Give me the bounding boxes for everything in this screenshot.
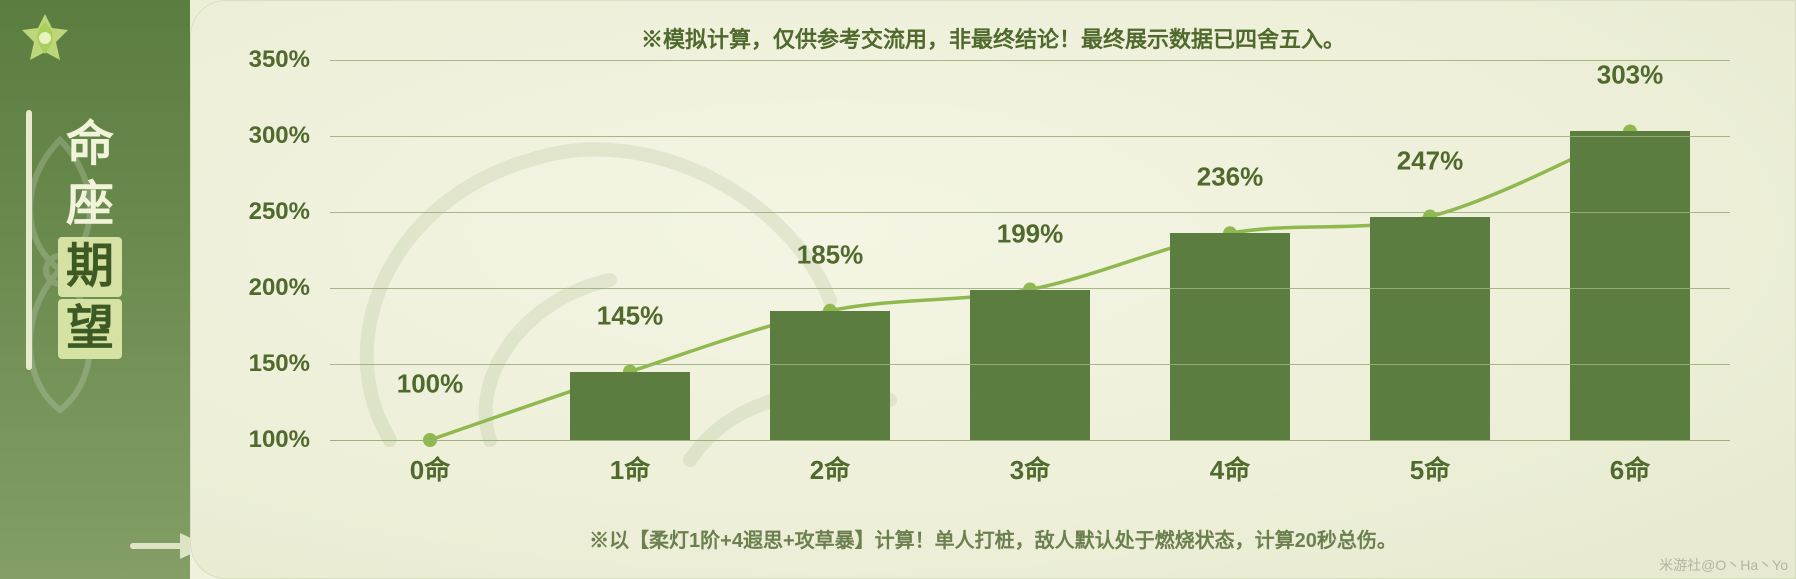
y-tick-label: 350% — [210, 46, 310, 74]
bar-value-label: 185% — [750, 240, 910, 271]
x-category-label: 3命 — [950, 450, 1110, 487]
bar-value-label: 145% — [550, 300, 710, 331]
x-axis-line — [330, 440, 1730, 441]
side-title-char-0: 命 — [60, 115, 120, 175]
watermark: 米游社@O丶Ha丶Yo — [1659, 555, 1788, 575]
side-title-char-1: 座 — [60, 175, 120, 235]
bar — [570, 372, 690, 440]
x-category-label: 1命 — [550, 450, 710, 487]
side-title: 命 座 期 望 — [60, 115, 120, 361]
x-category-label: 4命 — [1150, 450, 1310, 487]
x-category-label: 5命 — [1350, 450, 1510, 487]
note-bottom: ※以【柔灯1阶+4遐思+攻草暴】计算！单人打桩，敌人默认处于燃烧状态，计算20秒… — [190, 524, 1796, 553]
side-divider — [26, 110, 32, 370]
dendro-emblem-icon — [10, 8, 80, 78]
y-tick-label: 150% — [210, 350, 310, 378]
bar — [1570, 131, 1690, 440]
bar-value-label: 303% — [1550, 60, 1710, 91]
gridline — [330, 364, 1730, 365]
gridline — [330, 288, 1730, 289]
content-card: ※模拟计算，仅供参考交流用，非最终结论！最终展示数据已四舍五入。 100%145… — [190, 0, 1796, 579]
y-tick-label: 200% — [210, 274, 310, 302]
y-tick-label: 300% — [210, 122, 310, 150]
x-category-label: 0命 — [350, 450, 510, 487]
arrow-right-icon — [130, 531, 190, 561]
bar-value-label: 247% — [1350, 145, 1510, 176]
bar-value-label: 199% — [950, 218, 1110, 249]
bar-value-label: 100% — [350, 369, 510, 400]
x-category-label: 2命 — [750, 450, 910, 487]
gridline — [330, 212, 1730, 213]
side-title-char-2: 期 — [58, 237, 122, 297]
side-panel: 命 座 期 望 — [0, 0, 190, 579]
gridline — [330, 60, 1730, 61]
bar-value-label: 236% — [1150, 162, 1310, 193]
side-title-char-3: 望 — [58, 299, 122, 359]
gridline — [330, 136, 1730, 137]
bar — [770, 311, 890, 440]
x-category-label: 6命 — [1550, 450, 1710, 487]
bar — [1370, 217, 1490, 440]
root: 命 座 期 望 ※模拟计算，仅供参考交流用，非最终结论！最终展示数据已四舍五入。 — [0, 0, 1796, 579]
constellation-chart: 100% 145% 185% 199% 236% 247% 303% 100% 150% 200… — [210, 50, 1770, 510]
y-tick-label: 250% — [210, 198, 310, 226]
bar — [1170, 233, 1290, 440]
plot-area: 100% 145% 185% 199% 236% 247% 303% — [330, 60, 1730, 440]
y-tick-label: 100% — [210, 426, 310, 454]
